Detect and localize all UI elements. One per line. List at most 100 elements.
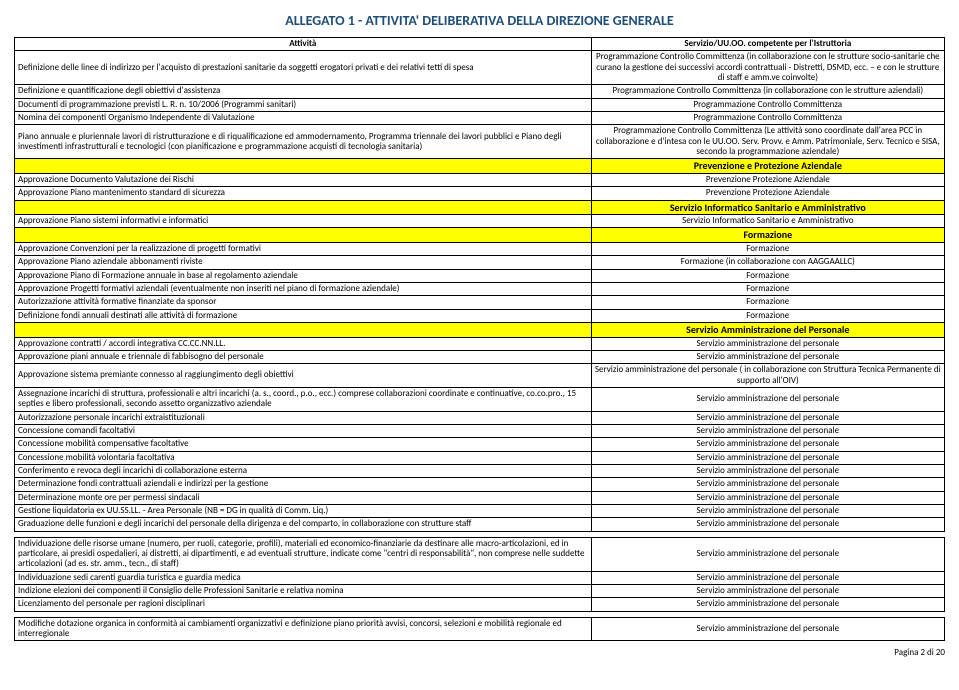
- attivita-cell: Approvazione Piano sistemi informativi e…: [15, 215, 592, 228]
- table-row: Individuazione delle risorse umane (nume…: [15, 537, 945, 571]
- servizio-cell: Servizio amministrazione del personale: [591, 491, 944, 504]
- servizio-cell: Servizio amministrazione del personale: [591, 518, 944, 531]
- servizio-cell: Prevenzione Protezione Aziendale: [591, 187, 944, 200]
- table-row: Gestione liquidatoria ex UU.SS.LL. - Are…: [15, 505, 945, 518]
- attivita-cell: Autorizzazione attività formative finanz…: [15, 296, 592, 309]
- servizio-cell: Servizio amministrazione del personale: [591, 438, 944, 451]
- servizio-cell: Prevenzione Protezione Aziendale: [591, 173, 944, 186]
- attivita-cell: Concessione comandi facoltativi: [15, 424, 592, 437]
- servizio-cell: Servizio amministrazione del personale: [591, 537, 944, 571]
- table-row: Concessione mobilità compensative facolt…: [15, 438, 945, 451]
- attivita-cell: Indizione elezioni dei componenti il Con…: [15, 585, 592, 598]
- section-row: Servizio Amministrazione del Personale: [15, 323, 945, 338]
- servizio-cell: Servizio amministrazione del personale: [591, 585, 944, 598]
- attivita-cell: Definizione e quantificazione degli obie…: [15, 85, 592, 98]
- header-attivita: Attività: [15, 38, 592, 51]
- attivita-cell: Licenziamento del personale per ragioni …: [15, 598, 592, 611]
- servizio-cell: Programmazione Controllo Committenza: [591, 112, 944, 125]
- table-row: Approvazione piani annuale e triennale d…: [15, 350, 945, 363]
- attivita-cell: Approvazione Piano aziendale abbonamenti…: [15, 256, 592, 269]
- table-row: Approvazione contratti / accordi integra…: [15, 337, 945, 350]
- table-row: Approvazione Piano di Formazione annuale…: [15, 269, 945, 282]
- attivita-cell: Gestione liquidatoria ex UU.SS.LL. - Are…: [15, 505, 592, 518]
- table-row: Approvazione Piano sistemi informativi e…: [15, 215, 945, 228]
- table-row: Approvazione Documento Valutazione dei R…: [15, 173, 945, 186]
- attivita-cell: Graduazione delle funzioni e degli incar…: [15, 518, 592, 531]
- servizio-cell: Formazione: [591, 283, 944, 296]
- attivita-cell: Approvazione Piano mantenimento standard…: [15, 187, 592, 200]
- servizio-cell: Formazione (in collaborazione con AAGGAA…: [591, 256, 944, 269]
- attivita-cell: Approvazione Progetti formativi aziendal…: [15, 283, 592, 296]
- servizio-cell: Servizio amministrazione del personale (…: [591, 364, 944, 388]
- servizio-cell: Servizio amministrazione del personale: [591, 598, 944, 611]
- table-row: Indizione elezioni dei componenti il Con…: [15, 585, 945, 598]
- servizio-cell: Servizio amministrazione del personale: [591, 505, 944, 518]
- header-row: Attività Servizio/UU.OO. competente per …: [15, 38, 945, 51]
- servizio-cell: Servizio amministrazione del personale: [591, 464, 944, 477]
- attivita-cell: Definizione fondi annuali destinati alle…: [15, 309, 592, 322]
- servizio-cell: Servizio amministrazione del personale: [591, 617, 944, 641]
- attivita-cell: Conferimento e revoca degli incarichi di…: [15, 464, 592, 477]
- table-row: Individuazione sedi carenti guardia turi…: [15, 571, 945, 584]
- section-empty-cell: [15, 159, 592, 174]
- section-row: Prevenzione e Protezione Aziendale: [15, 159, 945, 174]
- table-row: Determinazione fondi contrattuali aziend…: [15, 478, 945, 491]
- attivita-cell: Approvazione sistema premiante connesso …: [15, 364, 592, 388]
- table-row: Assegnazione incarichi di struttura, pro…: [15, 387, 945, 411]
- attivita-cell: Individuazione delle risorse umane (nume…: [15, 537, 592, 571]
- servizio-cell: Servizio amministrazione del personale: [591, 350, 944, 363]
- section-row: Servizio Informatico Sanitario e Amminis…: [15, 200, 945, 215]
- servizio-cell: Servizio amministrazione del personale: [591, 571, 944, 584]
- attivita-cell: Concessione mobilità compensative facolt…: [15, 438, 592, 451]
- table-row: Approvazione Convenzioni per la realizza…: [15, 242, 945, 255]
- table-row: Definizione fondi annuali destinati alle…: [15, 309, 945, 322]
- attivita-cell: Approvazione Piano di Formazione annuale…: [15, 269, 592, 282]
- attivita-cell: Piano annuale e pluriennale lavori di ri…: [15, 125, 592, 159]
- table-row: Modifiche dotazione organica in conformi…: [15, 617, 945, 641]
- attivita-cell: Definizione delle linee di indirizzo per…: [15, 51, 592, 85]
- section-title-cell: Prevenzione e Protezione Aziendale: [591, 159, 944, 174]
- section-empty-cell: [15, 200, 592, 215]
- section-empty-cell: [15, 228, 592, 243]
- table-row: Autorizzazione attività formative finanz…: [15, 296, 945, 309]
- attivita-cell: Determinazione monte ore per permessi si…: [15, 491, 592, 504]
- attivita-cell: Autorizzazione personale incarichi extra…: [15, 411, 592, 424]
- table-row: Autorizzazione personale incarichi extra…: [15, 411, 945, 424]
- table-row: Approvazione sistema premiante connesso …: [15, 364, 945, 388]
- attivita-cell: Approvazione Documento Valutazione dei R…: [15, 173, 592, 186]
- servizio-cell: Servizio amministrazione del personale: [591, 478, 944, 491]
- table-row: Nomina dei componenti Organismo Independ…: [15, 112, 945, 125]
- section-row: Formazione: [15, 228, 945, 243]
- servizio-cell: Formazione: [591, 242, 944, 255]
- table-row: Determinazione monte ore per permessi si…: [15, 491, 945, 504]
- attivita-cell: Approvazione piani annuale e triennale d…: [15, 350, 592, 363]
- main-table: Attività Servizio/UU.OO. competente per …: [14, 37, 945, 641]
- servizio-cell: Formazione: [591, 309, 944, 322]
- table-row: Approvazione Progetti formativi aziendal…: [15, 283, 945, 296]
- document-title: ALLEGATO 1 - ATTIVITA' DELIBERATIVA DELL…: [14, 8, 945, 37]
- section-title-cell: Servizio Amministrazione del Personale: [591, 323, 944, 338]
- servizio-cell: Formazione: [591, 269, 944, 282]
- header-servizio: Servizio/UU.OO. competente per l'Istrutt…: [591, 38, 944, 51]
- table-row: Concessione mobilità volontaria facoltat…: [15, 451, 945, 464]
- table-row: Graduazione delle funzioni e degli incar…: [15, 518, 945, 531]
- attivita-cell: Documenti di programmazione previsti L. …: [15, 98, 592, 111]
- attivita-cell: Assegnazione incarichi di struttura, pro…: [15, 387, 592, 411]
- table-row: Approvazione Piano aziendale abbonamenti…: [15, 256, 945, 269]
- servizio-cell: Servizio amministrazione del personale: [591, 337, 944, 350]
- section-title-cell: Formazione: [591, 228, 944, 243]
- section-empty-cell: [15, 323, 592, 338]
- servizio-cell: Programmazione Controllo Committenza (Le…: [591, 125, 944, 159]
- table-row: Licenziamento del personale per ragioni …: [15, 598, 945, 611]
- servizio-cell: Programmazione Controllo Committenza (in…: [591, 51, 944, 85]
- table-row: Concessione comandi facoltativiServizio …: [15, 424, 945, 437]
- table-row: Definizione delle linee di indirizzo per…: [15, 51, 945, 85]
- table-row: Piano annuale e pluriennale lavori di ri…: [15, 125, 945, 159]
- table-row: Approvazione Piano mantenimento standard…: [15, 187, 945, 200]
- attivita-cell: Modifiche dotazione organica in conformi…: [15, 617, 592, 641]
- table-row: Documenti di programmazione previsti L. …: [15, 98, 945, 111]
- servizio-cell: Servizio amministrazione del personale: [591, 411, 944, 424]
- table-row: Conferimento e revoca degli incarichi di…: [15, 464, 945, 477]
- servizio-cell: Servizio amministrazione del personale: [591, 424, 944, 437]
- servizio-cell: Programmazione Controllo Committenza (in…: [591, 85, 944, 98]
